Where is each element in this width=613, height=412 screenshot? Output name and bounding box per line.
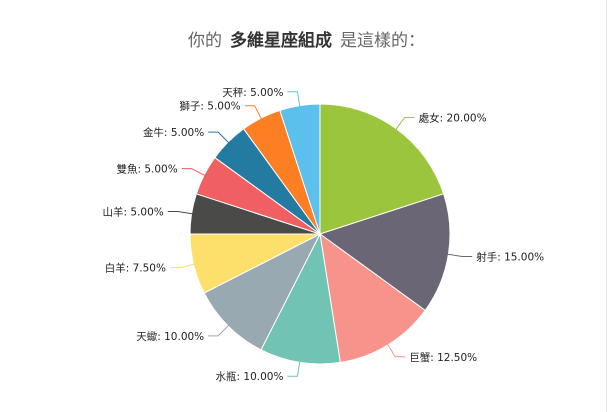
leader-line-7: [167, 210, 194, 215]
slice-label-5: 天蠍: 10.00%: [136, 331, 204, 343]
slice-label-10: 獅子: 5.00%: [179, 100, 240, 113]
slice-label-11: 天秤: 5.00%: [222, 87, 283, 99]
slice-label-1: 處女: 20.00%: [419, 112, 487, 125]
leader-line-5: [208, 324, 230, 337]
slice-label-2: 射手: 15.00%: [476, 251, 544, 264]
slice-label-4: 水瓶: 10.00%: [216, 370, 284, 383]
slice-label-8: 雙魚: 5.00%: [116, 163, 177, 176]
leader-line-4: [287, 360, 301, 377]
title-emphasis: 多維星座組成: [230, 31, 332, 51]
scrollbar-edge: [606, 0, 607, 412]
title-prefix: 你的: [188, 31, 222, 51]
leader-line-2: [446, 253, 473, 258]
slice-label-3: 巨蟹: 12.50%: [409, 351, 477, 364]
slice-label-7: 山羊: 5.00%: [103, 205, 164, 218]
leader-line-3: [386, 342, 406, 358]
leader-line-6: [169, 263, 196, 269]
title-suffix: 是這樣的：: [340, 31, 425, 51]
leader-line-8: [181, 168, 207, 177]
slice-label-6: 白羊: 7.50%: [105, 262, 166, 275]
slice-label-9: 金牛: 5.00%: [143, 126, 204, 139]
leader-line-1: [394, 117, 415, 131]
leader-line-11: [287, 91, 301, 108]
leader-line-9: [208, 131, 230, 144]
leader-line-10: [244, 105, 263, 121]
chart-title: 你的 多維星座組成 是這樣的：: [0, 26, 613, 51]
